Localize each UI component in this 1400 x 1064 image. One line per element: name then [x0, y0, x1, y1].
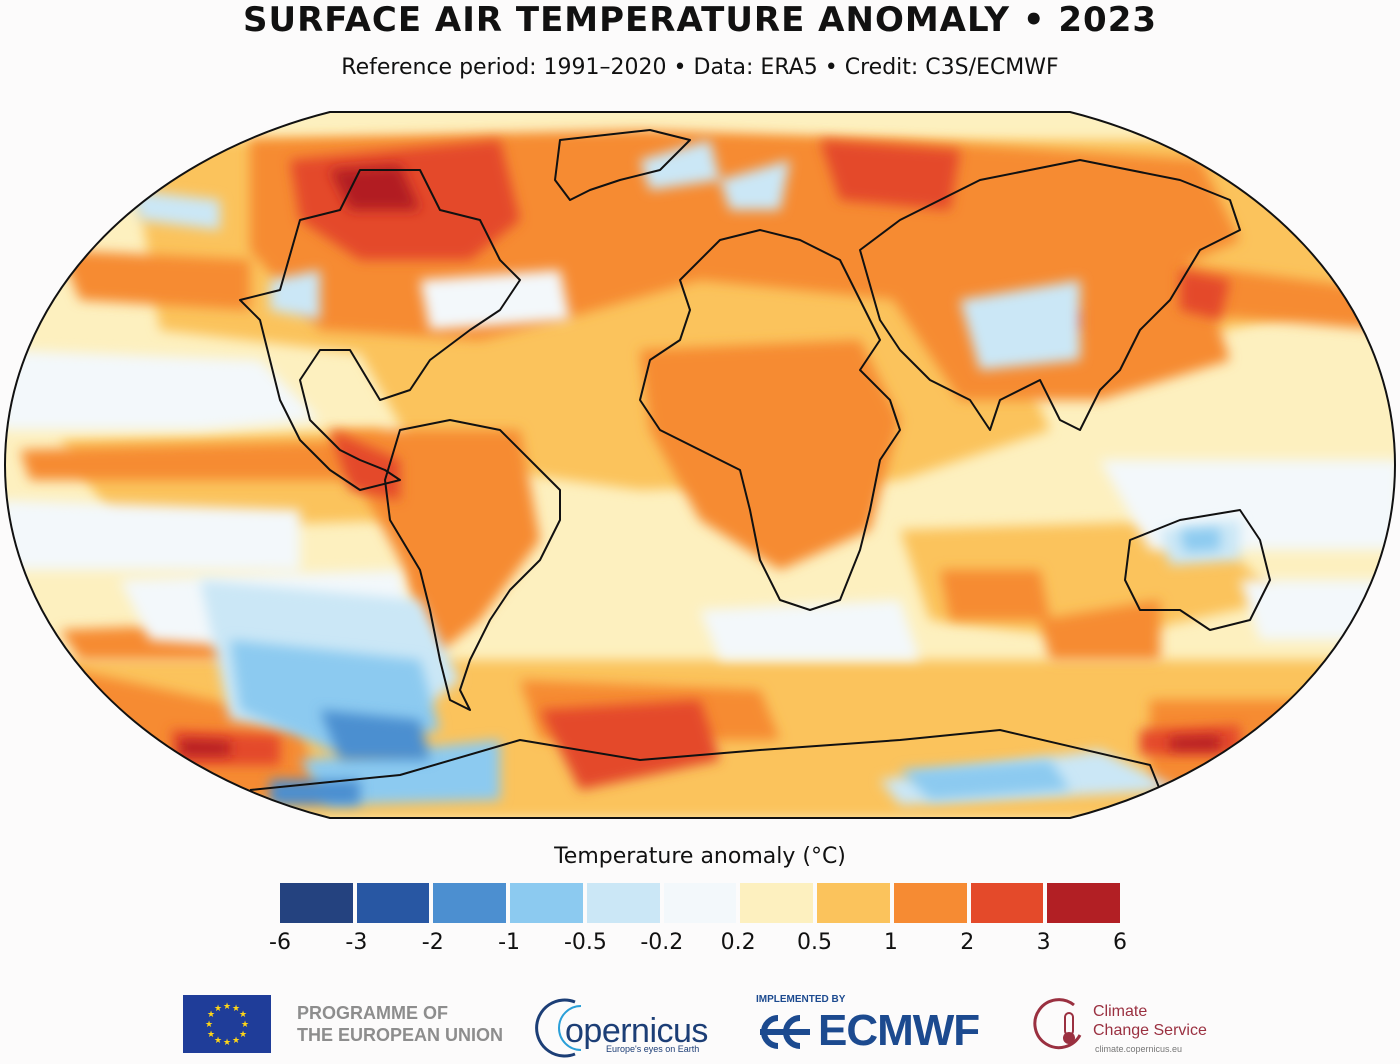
- colorbar-tick-label: -0.2: [640, 930, 684, 955]
- colorbar: [280, 883, 1121, 923]
- europe-africa-coastline: [639, 229, 901, 611]
- svg-text:★: ★: [207, 1030, 215, 1040]
- colorbar-tick-label: 0.2: [720, 930, 756, 955]
- australia-coastline: [1124, 509, 1271, 631]
- logo-strip: ★ ★ ★ ★ ★ ★ ★ ★ ★ ★ ★ ★ PROGRAMME OF THE EUROPEA…: [0, 990, 1400, 1064]
- colorbar-bin: [1047, 883, 1121, 923]
- colorbar-bin: [586, 883, 664, 923]
- ecmwf-logo-icon: [760, 1015, 810, 1049]
- north-america-coastline: [239, 169, 521, 491]
- colorbar-tick-label: 6: [1113, 930, 1127, 955]
- svg-text:★: ★: [241, 1020, 249, 1030]
- svg-text:★: ★: [232, 1036, 240, 1046]
- copernicus-name: opernicus: [565, 1012, 708, 1050]
- colorbar-tick-label: -6: [269, 930, 291, 955]
- anomaly-fill-neutral: [5, 270, 1395, 660]
- colorbar-bin: [510, 883, 587, 923]
- anomaly-fill-hottest: [180, 165, 1220, 755]
- ccs-logo: Climate Change Service: [1093, 1002, 1207, 1040]
- colorbar-tick-label: 1: [883, 930, 898, 955]
- colorbar-bin: [433, 883, 511, 923]
- copernicus-logo-icon: [535, 998, 582, 1058]
- svg-text:★: ★: [223, 1002, 231, 1012]
- svg-text:★: ★: [214, 1036, 222, 1046]
- colorbar-bin: [817, 883, 894, 923]
- ccs-line2: Change Service: [1093, 1022, 1207, 1039]
- eu-line2: THE EUROPEAN UNION: [297, 1025, 504, 1045]
- colorbar-tick-label: -1: [498, 930, 521, 955]
- svg-text:★: ★: [239, 1010, 247, 1020]
- colorbar-bin: [280, 883, 357, 923]
- svg-text:★: ★: [232, 1004, 240, 1014]
- antarctica-coastline: [249, 729, 1161, 791]
- anomaly-field: [5, 112, 1395, 818]
- anomaly-map: [3, 111, 1397, 819]
- ccs-url: climate.copernicus.eu: [1095, 1044, 1183, 1054]
- thermometer-icon: [1033, 998, 1082, 1050]
- colorbar-ticks: -6 -3 -2 -1 -0.5 -0.2 0.2 0.5 1 2 3 6: [269, 930, 1127, 960]
- eu-programme-logo: PROGRAMME OF THE EUROPEAN UNION: [297, 1002, 503, 1046]
- legend-title: Temperature anomaly (°C): [554, 844, 846, 869]
- svg-text:★: ★: [239, 1030, 247, 1040]
- ecmwf-name: ECMWF: [818, 1006, 980, 1055]
- greenland-coastline: [554, 129, 691, 201]
- colorbar-bin: [663, 883, 741, 923]
- asia-coastline: [859, 159, 1241, 431]
- coastlines: [239, 129, 1271, 791]
- implemented-by: IMPLEMENTED BY: [756, 994, 846, 1005]
- colorbar-tick-label: 0.5: [797, 930, 833, 955]
- map-frame: [3, 111, 1397, 819]
- svg-text:★: ★: [207, 1010, 215, 1020]
- colorbar-tick-label: -2: [421, 930, 444, 955]
- chart-subtitle: Reference period: 1991–2020 • Data: ERA5…: [341, 55, 1059, 80]
- south-america-coastline: [384, 419, 561, 711]
- svg-text:★: ★: [205, 1020, 213, 1030]
- eu-line1: PROGRAMME OF: [297, 1003, 448, 1023]
- colorbar-tick-label: -0.5: [563, 930, 607, 955]
- colorbar-bin: [893, 883, 971, 923]
- colorbar-tick-label: 2: [960, 930, 975, 955]
- ccs-line1: Climate: [1093, 1003, 1148, 1020]
- colorbar-bin: [740, 883, 818, 923]
- svg-text:★: ★: [223, 1038, 231, 1048]
- colorbar-bin: [970, 883, 1048, 923]
- svg-text:★: ★: [214, 1004, 222, 1014]
- eu-flag-icon: ★ ★ ★ ★ ★ ★ ★ ★ ★ ★ ★ ★: [183, 995, 271, 1053]
- chart-title: SURFACE AIR TEMPERATURE ANOMALY • 2023: [242, 0, 1158, 40]
- colorbar-tick-label: -3: [345, 930, 368, 955]
- colorbar-bin: [356, 883, 434, 923]
- copernicus-tagline: Europe's eyes on Earth: [606, 1044, 700, 1054]
- colorbar-tick-label: 3: [1036, 930, 1051, 955]
